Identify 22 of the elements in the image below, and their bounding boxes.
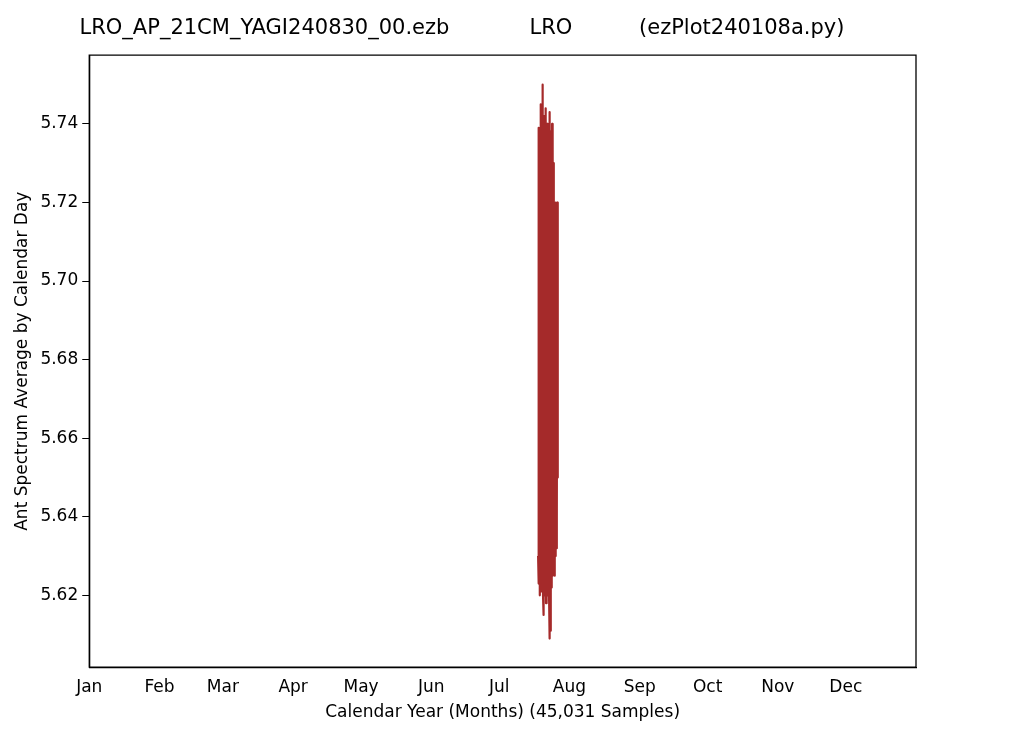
x-tick-label: Mar — [206, 675, 239, 696]
x-tick-label: Aug — [552, 675, 587, 696]
x-tick-label: Feb — [144, 675, 175, 696]
y-tick-label: 5.72 — [40, 190, 79, 211]
x-tick-label: Jun — [416, 675, 445, 696]
y-axis-title: Ant Spectrum Average by Calendar Day — [10, 191, 31, 531]
x-tick-label: Jul — [487, 675, 510, 696]
y-tick-label: 5.66 — [40, 426, 79, 447]
y-tick-label: 5.62 — [40, 583, 79, 604]
chart-title: LRO_AP_21CM_YAGI240830_00.ezb LRO (ezPlot240108a.py) — [79, 15, 845, 41]
y-tick-label: 5.70 — [40, 269, 79, 290]
x-tick-label: Sep — [623, 675, 656, 696]
x-tick-label: Apr — [278, 675, 308, 696]
x-tick-label: Nov — [761, 675, 795, 696]
y-tick-label: 5.74 — [40, 112, 79, 133]
x-tick-label: Oct — [692, 675, 723, 696]
x-tick-label: Dec — [829, 675, 863, 696]
y-tick-label: 5.64 — [40, 505, 79, 526]
x-tick-label: May — [343, 675, 379, 696]
y-tick-label: 5.68 — [40, 348, 79, 369]
x-axis-title: Calendar Year (Months) (45,031 Samples) — [325, 701, 681, 722]
x-tick-label: Jan — [75, 675, 103, 696]
